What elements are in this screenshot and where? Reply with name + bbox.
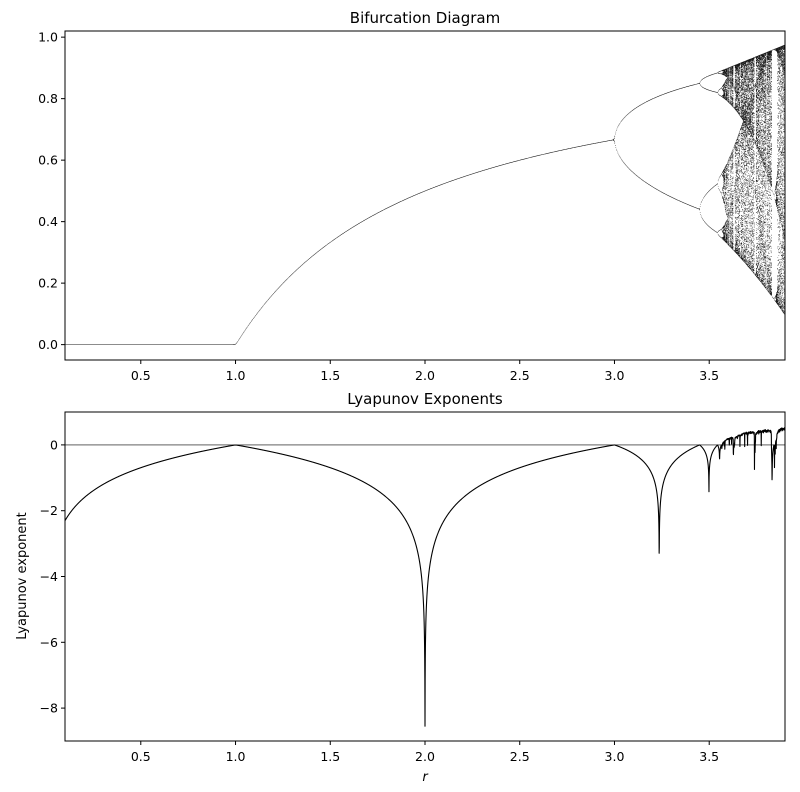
lyapunov-panel: Lyapunov Exponents 0.5 1.0 1.5 2.0 2.5 3.0 3.5…	[15, 390, 786, 785]
lyapunov-exponent-line	[65, 427, 785, 727]
lyapunov-y-axis: −8 −6 −4 −2 0	[40, 437, 65, 716]
lyapunov-y-axis-label: Lyapunov exponent	[15, 512, 30, 639]
bifurcation-title: Bifurcation Diagram	[350, 9, 500, 27]
x-tick-label: 2.0	[415, 749, 435, 764]
bifurcation-y-axis: 0.0 0.2 0.4 0.6 0.8 1.0	[38, 30, 65, 352]
x-tick-label: 3.0	[605, 368, 625, 383]
x-tick-label: 1.5	[320, 749, 340, 764]
y-tick-label: −2	[40, 503, 58, 518]
x-tick-label: 3.5	[699, 749, 719, 764]
bifurcation-points	[65, 44, 785, 345]
y-tick-label: 0	[50, 437, 58, 452]
x-tick-label: 3.5	[699, 368, 719, 383]
y-tick-label: −6	[40, 635, 58, 650]
y-tick-label: 0.4	[38, 214, 58, 229]
x-tick-label: 2.5	[510, 368, 530, 383]
x-tick-label: 1.0	[226, 749, 246, 764]
lyapunov-x-axis: 0.5 1.0 1.5 2.0 2.5 3.0 3.5	[131, 741, 719, 764]
bifurcation-panel: Bifurcation Diagram 0.5 1.0 1.5 2.0 2.5 3.0 3.…	[38, 9, 786, 383]
x-tick-label: 0.5	[131, 749, 151, 764]
y-tick-label: 0.6	[38, 153, 58, 168]
lyapunov-curves	[65, 427, 785, 727]
x-tick-label: 0.5	[131, 368, 151, 383]
y-tick-label: −8	[40, 701, 58, 716]
bifurcation-plot-area	[65, 44, 785, 345]
y-tick-label: 0.8	[38, 91, 58, 106]
bifurcation-scatter-series	[65, 44, 785, 345]
bifurcation-x-axis: 0.5 1.0 1.5 2.0 2.5 3.0 3.5	[131, 360, 719, 383]
y-tick-label: −4	[40, 569, 58, 584]
x-tick-label: 3.0	[605, 749, 625, 764]
lyapunov-plot-area	[65, 427, 785, 727]
x-tick-label: 1.0	[226, 368, 246, 383]
x-tick-label: 2.0	[415, 368, 435, 383]
x-tick-label: 1.5	[320, 368, 340, 383]
lyapunov-x-axis-label: r	[422, 770, 429, 785]
y-tick-label: 0.0	[38, 337, 58, 352]
lyapunov-title: Lyapunov Exponents	[347, 390, 503, 408]
y-tick-label: 0.2	[38, 276, 58, 291]
x-tick-label: 2.5	[510, 749, 530, 764]
y-tick-label: 1.0	[38, 30, 58, 45]
